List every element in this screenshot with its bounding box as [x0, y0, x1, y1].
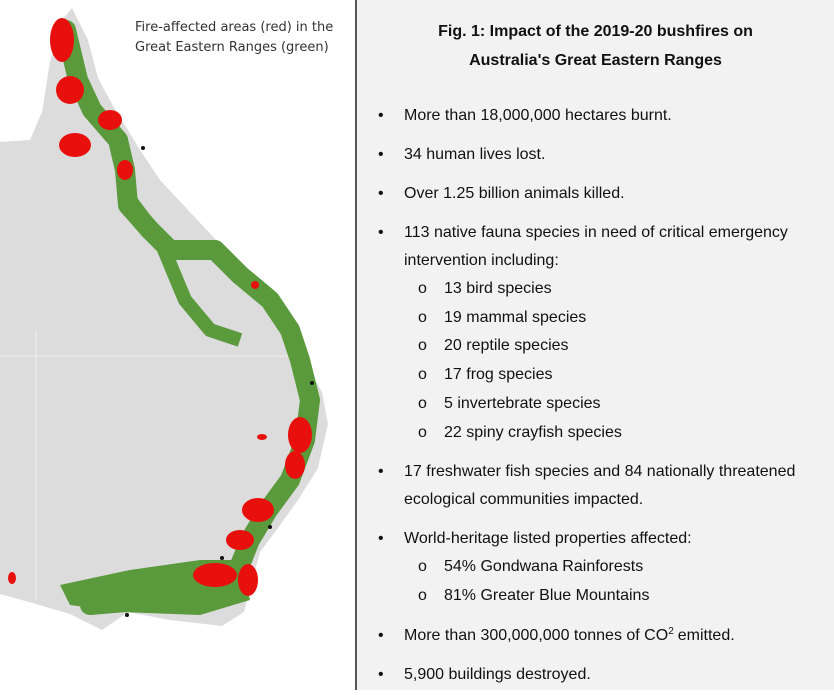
bullet: •	[378, 107, 384, 124]
sub-bullet: o	[418, 558, 427, 576]
bullet: •	[378, 665, 384, 683]
ranges	[124, 195, 243, 347]
sub-bullet: o	[418, 366, 427, 384]
sub-bullet: o	[418, 280, 427, 297]
bullet: •	[378, 530, 384, 548]
sub-bullet: o	[418, 586, 427, 604]
item-text: Over 1.25 billion animals killed.	[404, 185, 625, 202]
land	[0, 8, 328, 630]
sub-bullet: o	[418, 394, 427, 412]
subitem-text: 54% Gondwana Rainforests	[444, 558, 644, 576]
subitem-text: 13 bird species	[444, 280, 552, 297]
item-text: 17 freshwater fish species and 84 nation…	[404, 463, 796, 481]
subitem-text: 20 reptile species	[444, 337, 569, 355]
bullet: •	[378, 463, 384, 481]
subitem-text: 17 frog species	[444, 366, 553, 384]
item-text: More than 18,000,000 hectares burnt.	[404, 107, 672, 124]
item-text: ecological communities impacted.	[404, 491, 644, 509]
subitem-text: 81% Greater Blue Mountains	[444, 586, 650, 604]
bullet: •	[378, 185, 384, 202]
item-text: 113 native fauna species in need of crit…	[404, 224, 788, 241]
sub-bullet: o	[418, 308, 427, 326]
item-text: intervention including:	[404, 252, 559, 269]
cities	[125, 146, 314, 617]
subitem-text: 5 invertebrate species	[444, 394, 601, 412]
item-text: emitted.	[677, 626, 735, 644]
item-text: 5,900 buildings destroyed.	[404, 665, 591, 683]
ranges	[56, 20, 320, 615]
superscript: 2	[668, 625, 674, 637]
sub-bullet: o	[418, 337, 427, 355]
sub-bullet: o	[418, 423, 427, 441]
facts-panel: Fig. 1: Impact of the 2019-20 bushfires …	[357, 0, 834, 690]
bullet: •	[378, 146, 384, 163]
map	[0, 8, 328, 630]
item-text: 34 human lives lost.	[404, 146, 546, 163]
fire-areas	[8, 18, 312, 596]
map-caption: Great Eastern Ranges (green)	[135, 40, 329, 55]
bullet: •	[378, 224, 384, 241]
divider	[355, 0, 357, 690]
title: Fig. 1: Impact of the 2019-20 bushfires …	[438, 23, 753, 40]
title: Australia's Great Eastern Ranges	[469, 52, 722, 69]
subitem-text: 22 spiny crayfish species	[444, 423, 622, 441]
map-caption: Fire-affected areas (red) in the	[135, 20, 334, 35]
bullet: •	[378, 626, 384, 644]
map-panel: Fire-affected areas (red) in the Great E…	[0, 0, 355, 690]
item-text: World-heritage listed properties affecte…	[404, 530, 692, 548]
item-text: More than 300,000,000 tonnes of CO2 emitt…	[404, 625, 735, 644]
subitem-text: 19 mammal species	[444, 308, 587, 326]
